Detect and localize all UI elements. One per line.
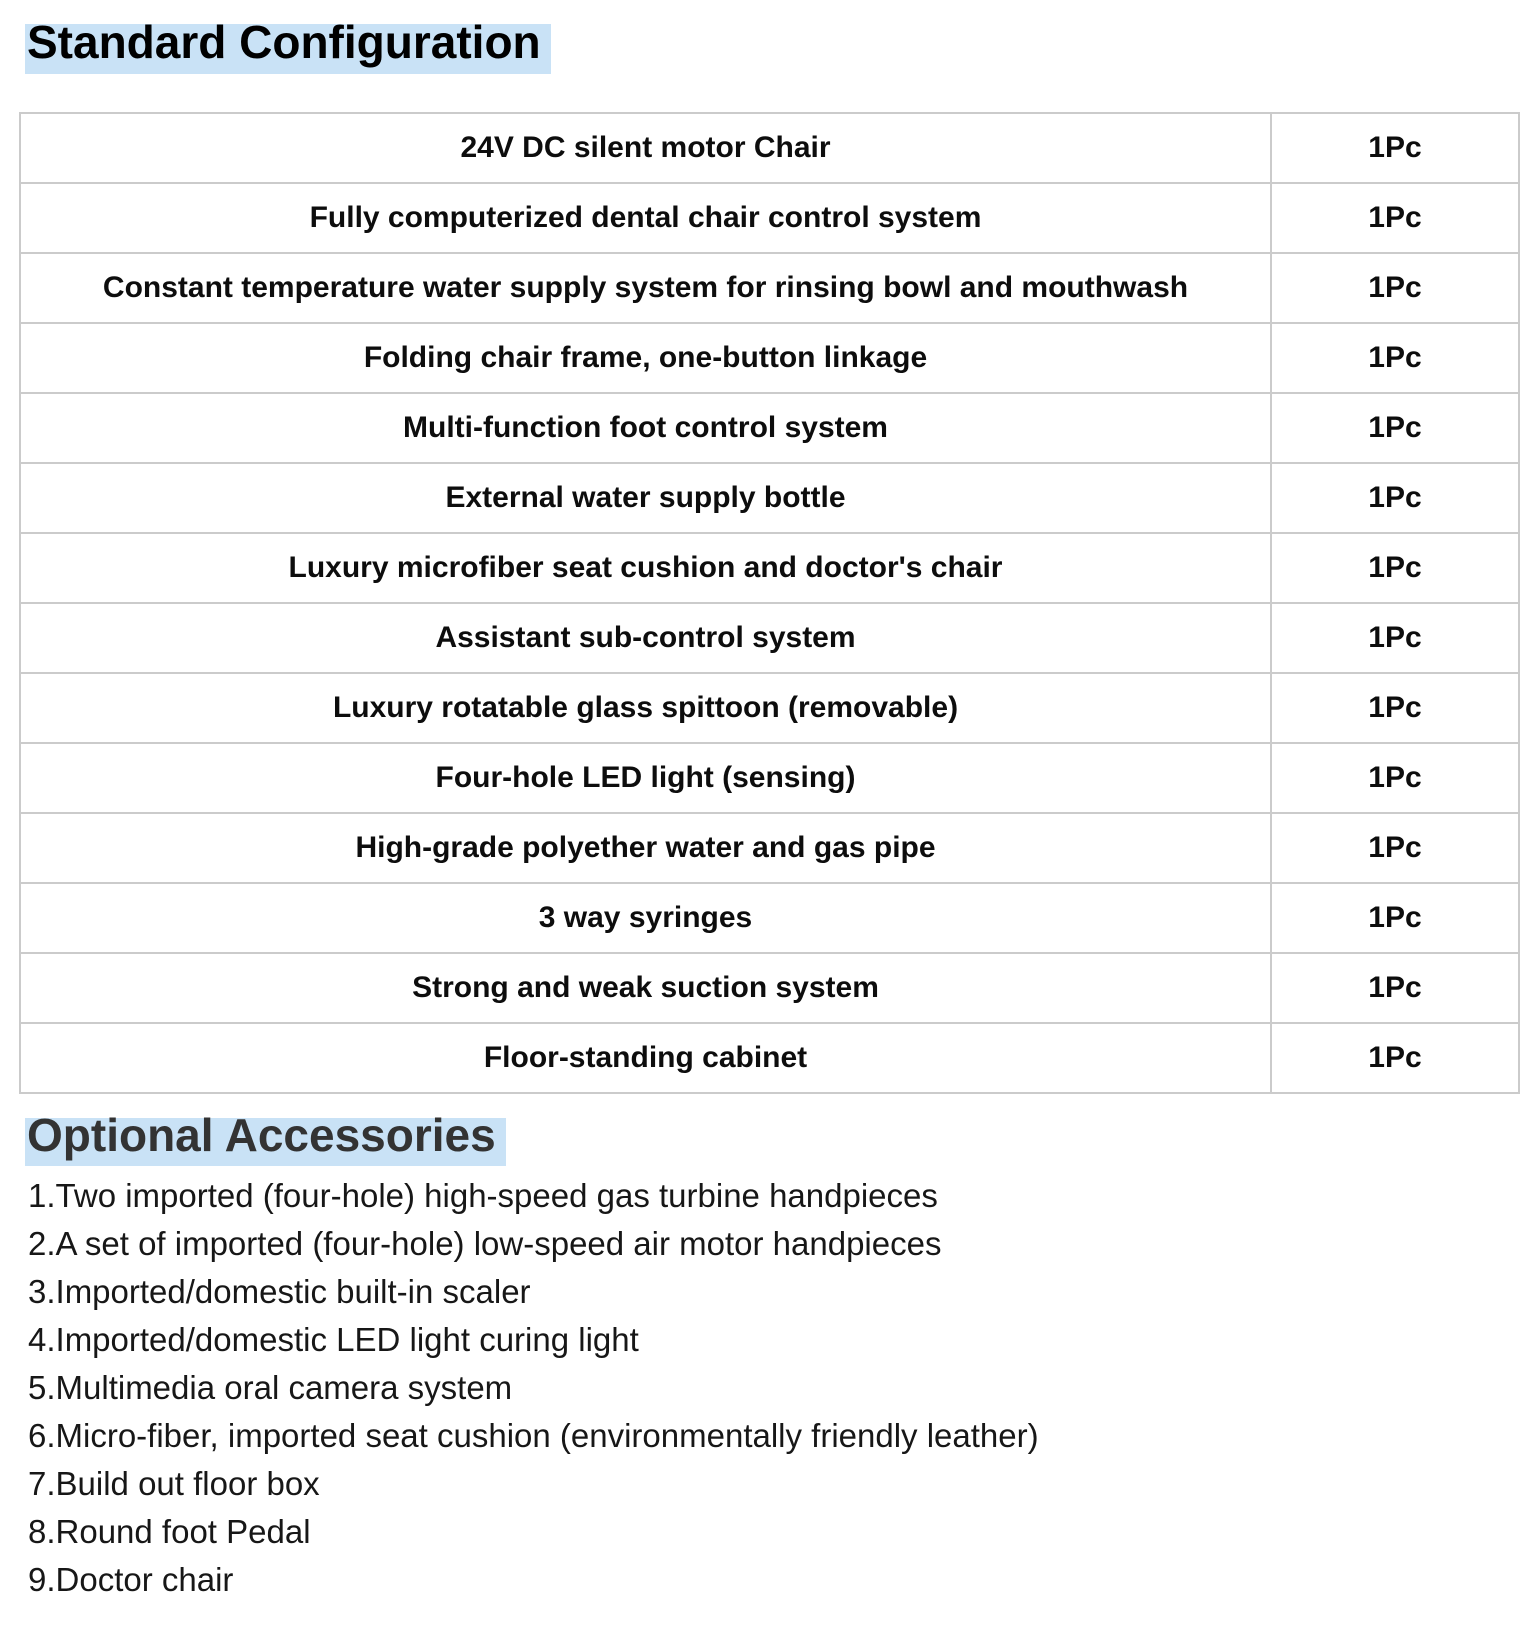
standard-configuration-heading-text: Standard Configuration: [25, 16, 551, 74]
optional-accessories-list: 1.Two imported (four-hole) high-speed ga…: [28, 1172, 1540, 1604]
standard-configuration-heading: Standard Configuration: [25, 14, 1540, 74]
optional-accessories-heading-text: Optional Accessories: [25, 1109, 506, 1166]
standard-configuration-table: 24V DC silent motor Chair 1Pc Fully comp…: [19, 112, 1520, 1094]
table-row: High-grade polyether water and gas pipe …: [19, 812, 1520, 884]
table-row: External water supply bottle 1Pc: [19, 462, 1520, 534]
item-name-cell: Folding chair frame, one-button linkage: [19, 322, 1272, 394]
optional-accessories-heading: Optional Accessories: [25, 1108, 1540, 1166]
quantity-cell: 1Pc: [1270, 812, 1520, 884]
item-name-cell: Constant temperature water supply system…: [19, 252, 1272, 324]
quantity-cell: 1Pc: [1270, 462, 1520, 534]
page: Standard Configuration 24V DC silent mot…: [0, 14, 1540, 1626]
table-row: Assistant sub-control system 1Pc: [19, 602, 1520, 674]
list-item: 4.Imported/domestic LED light curing lig…: [28, 1321, 639, 1358]
table-row: Multi-function foot control system 1Pc: [19, 392, 1520, 464]
list-item: 7.Build out floor box: [28, 1465, 320, 1502]
table-row: Fully computerized dental chair control …: [19, 182, 1520, 254]
item-name-cell: Luxury rotatable glass spittoon (removab…: [19, 672, 1272, 744]
quantity-cell: 1Pc: [1270, 392, 1520, 464]
quantity-cell: 1Pc: [1270, 882, 1520, 954]
item-name-cell: External water supply bottle: [19, 462, 1272, 534]
list-item: 6.Micro-fiber, imported seat cushion (en…: [28, 1417, 1039, 1454]
item-name-cell: Strong and weak suction system: [19, 952, 1272, 1024]
list-item: 3.Imported/domestic built-in scaler: [28, 1273, 531, 1310]
quantity-cell: 1Pc: [1270, 742, 1520, 814]
table-row: Strong and weak suction system 1Pc: [19, 952, 1520, 1024]
standard-config-table-body: 24V DC silent motor Chair 1Pc Fully comp…: [19, 112, 1520, 1094]
table-row: 24V DC silent motor Chair 1Pc: [19, 112, 1520, 184]
item-name-cell: High-grade polyether water and gas pipe: [19, 812, 1272, 884]
quantity-cell: 1Pc: [1270, 182, 1520, 254]
quantity-cell: 1Pc: [1270, 252, 1520, 324]
table-row: Constant temperature water supply system…: [19, 252, 1520, 324]
quantity-cell: 1Pc: [1270, 1022, 1520, 1094]
item-name-cell: Multi-function foot control system: [19, 392, 1272, 464]
list-item: 2.A set of imported (four-hole) low-spee…: [28, 1225, 942, 1262]
quantity-cell: 1Pc: [1270, 672, 1520, 744]
item-name-cell: Assistant sub-control system: [19, 602, 1272, 674]
item-name-cell: Floor-standing cabinet: [19, 1022, 1272, 1094]
list-item: 8.Round foot Pedal: [28, 1513, 311, 1550]
quantity-cell: 1Pc: [1270, 952, 1520, 1024]
table-row: Luxury microfiber seat cushion and docto…: [19, 532, 1520, 604]
item-name-cell: Luxury microfiber seat cushion and docto…: [19, 532, 1272, 604]
item-name-cell: Fully computerized dental chair control …: [19, 182, 1272, 254]
list-item: 5.Multimedia oral camera system: [28, 1369, 513, 1406]
table-row: Floor-standing cabinet 1Pc: [19, 1022, 1520, 1094]
table-row: Folding chair frame, one-button linkage …: [19, 322, 1520, 394]
table-row: 3 way syringes 1Pc: [19, 882, 1520, 954]
list-item: 1.Two imported (four-hole) high-speed ga…: [28, 1177, 938, 1214]
list-item: 9.Doctor chair: [28, 1561, 234, 1598]
quantity-cell: 1Pc: [1270, 112, 1520, 184]
item-name-cell: Four-hole LED light (sensing): [19, 742, 1272, 814]
quantity-cell: 1Pc: [1270, 322, 1520, 394]
table-row: Four-hole LED light (sensing) 1Pc: [19, 742, 1520, 814]
item-name-cell: 24V DC silent motor Chair: [19, 112, 1272, 184]
quantity-cell: 1Pc: [1270, 602, 1520, 674]
quantity-cell: 1Pc: [1270, 532, 1520, 604]
table-row: Luxury rotatable glass spittoon (removab…: [19, 672, 1520, 744]
item-name-cell: 3 way syringes: [19, 882, 1272, 954]
